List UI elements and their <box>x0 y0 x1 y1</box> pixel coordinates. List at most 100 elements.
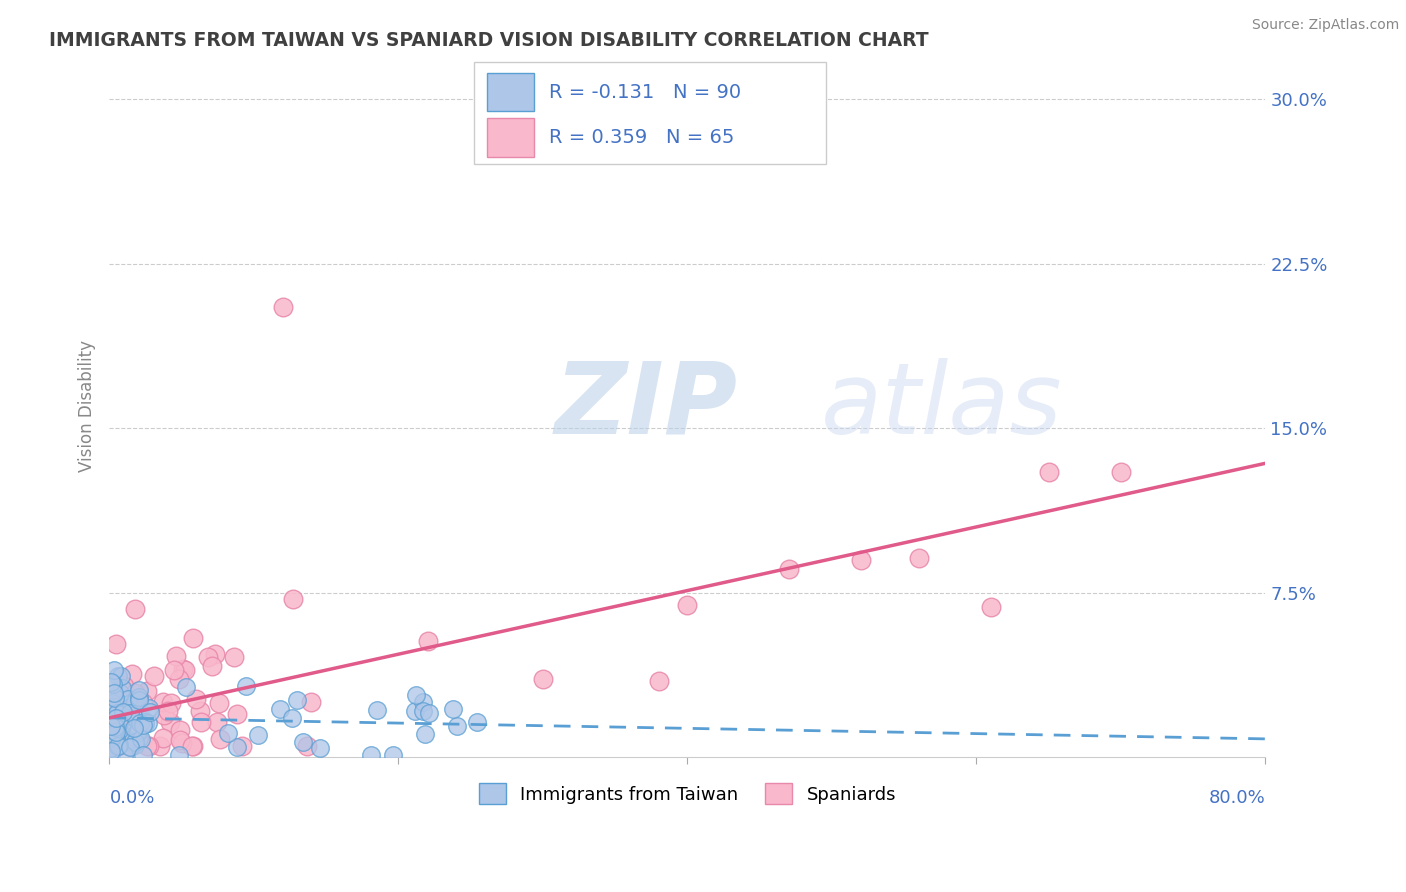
Point <box>413 727 436 741</box>
Point <box>112 698 135 713</box>
Point <box>107 737 129 751</box>
Point <box>117 692 139 706</box>
Text: R = 0.359   N = 65: R = 0.359 N = 65 <box>548 128 734 147</box>
Point <box>1109 465 1132 479</box>
Point <box>128 690 150 704</box>
Point <box>134 717 156 731</box>
Point <box>181 739 204 754</box>
Point <box>103 724 125 739</box>
Point <box>100 735 122 749</box>
Point <box>159 696 181 710</box>
FancyBboxPatch shape <box>488 72 534 112</box>
Point <box>647 673 669 688</box>
Point <box>124 695 146 709</box>
Point <box>107 739 129 754</box>
Point <box>115 723 138 737</box>
Point <box>980 599 1002 614</box>
Point <box>100 675 122 690</box>
Point <box>129 731 152 746</box>
Point <box>107 739 129 753</box>
Point <box>103 702 125 716</box>
Point <box>128 731 150 745</box>
Point <box>299 695 322 709</box>
Point <box>120 739 142 754</box>
Legend: Immigrants from Taiwan, Spaniards: Immigrants from Taiwan, Spaniards <box>471 776 904 812</box>
Point <box>110 703 132 717</box>
Point <box>138 701 160 715</box>
Point <box>107 739 129 753</box>
Point <box>200 658 222 673</box>
Point <box>405 688 427 702</box>
Point <box>120 739 142 754</box>
Point <box>167 748 190 763</box>
Text: ZIP: ZIP <box>554 358 738 455</box>
Y-axis label: Vision Disability: Vision Disability <box>79 340 96 472</box>
Point <box>418 706 440 721</box>
Point <box>163 663 186 677</box>
Point <box>111 681 134 696</box>
Point <box>382 748 405 763</box>
Point <box>125 710 148 724</box>
Point <box>281 711 304 725</box>
Point <box>138 715 160 730</box>
Point <box>152 731 174 745</box>
Point <box>105 700 128 714</box>
Point <box>226 706 249 721</box>
Point <box>149 739 172 754</box>
Point <box>181 632 204 646</box>
Text: 0.0%: 0.0% <box>110 789 155 807</box>
Point <box>412 705 434 719</box>
Point <box>124 738 146 752</box>
Point <box>103 663 125 677</box>
Point <box>231 739 253 754</box>
Point <box>135 683 157 698</box>
Point <box>124 686 146 700</box>
Point <box>128 683 150 698</box>
Point <box>101 728 124 742</box>
Point <box>134 715 156 730</box>
Text: 80.0%: 80.0% <box>1209 789 1265 807</box>
Point <box>131 696 153 710</box>
Point <box>105 723 128 737</box>
Point <box>112 679 135 693</box>
Point <box>101 677 124 691</box>
Point <box>283 592 305 607</box>
Point <box>100 730 122 744</box>
Text: R = -0.131   N = 90: R = -0.131 N = 90 <box>548 83 741 102</box>
Point <box>105 706 128 720</box>
Point <box>441 702 464 716</box>
Point <box>117 702 139 716</box>
Point <box>105 693 128 707</box>
Point <box>121 667 143 681</box>
Point <box>128 710 150 724</box>
Point <box>174 680 197 694</box>
Point <box>108 716 131 731</box>
Point <box>217 726 239 740</box>
Point <box>190 714 212 729</box>
Point <box>101 696 124 710</box>
Point <box>271 301 294 315</box>
Point <box>225 739 247 754</box>
Point <box>465 715 488 730</box>
Point <box>100 740 122 755</box>
Point <box>181 739 204 754</box>
Point <box>153 708 176 723</box>
Point <box>103 686 125 700</box>
Point <box>111 705 134 719</box>
Point <box>110 669 132 683</box>
Point <box>207 696 229 710</box>
Point <box>103 718 125 732</box>
Point <box>247 728 270 742</box>
Point <box>139 705 162 719</box>
Point <box>105 694 128 708</box>
FancyBboxPatch shape <box>474 62 827 164</box>
Point <box>112 722 135 736</box>
Point <box>100 719 122 733</box>
Point <box>108 705 131 719</box>
Point <box>309 741 332 756</box>
Point <box>124 602 146 616</box>
Point <box>404 704 426 718</box>
Point <box>105 711 128 725</box>
Point <box>1038 465 1060 479</box>
Point <box>366 703 388 717</box>
